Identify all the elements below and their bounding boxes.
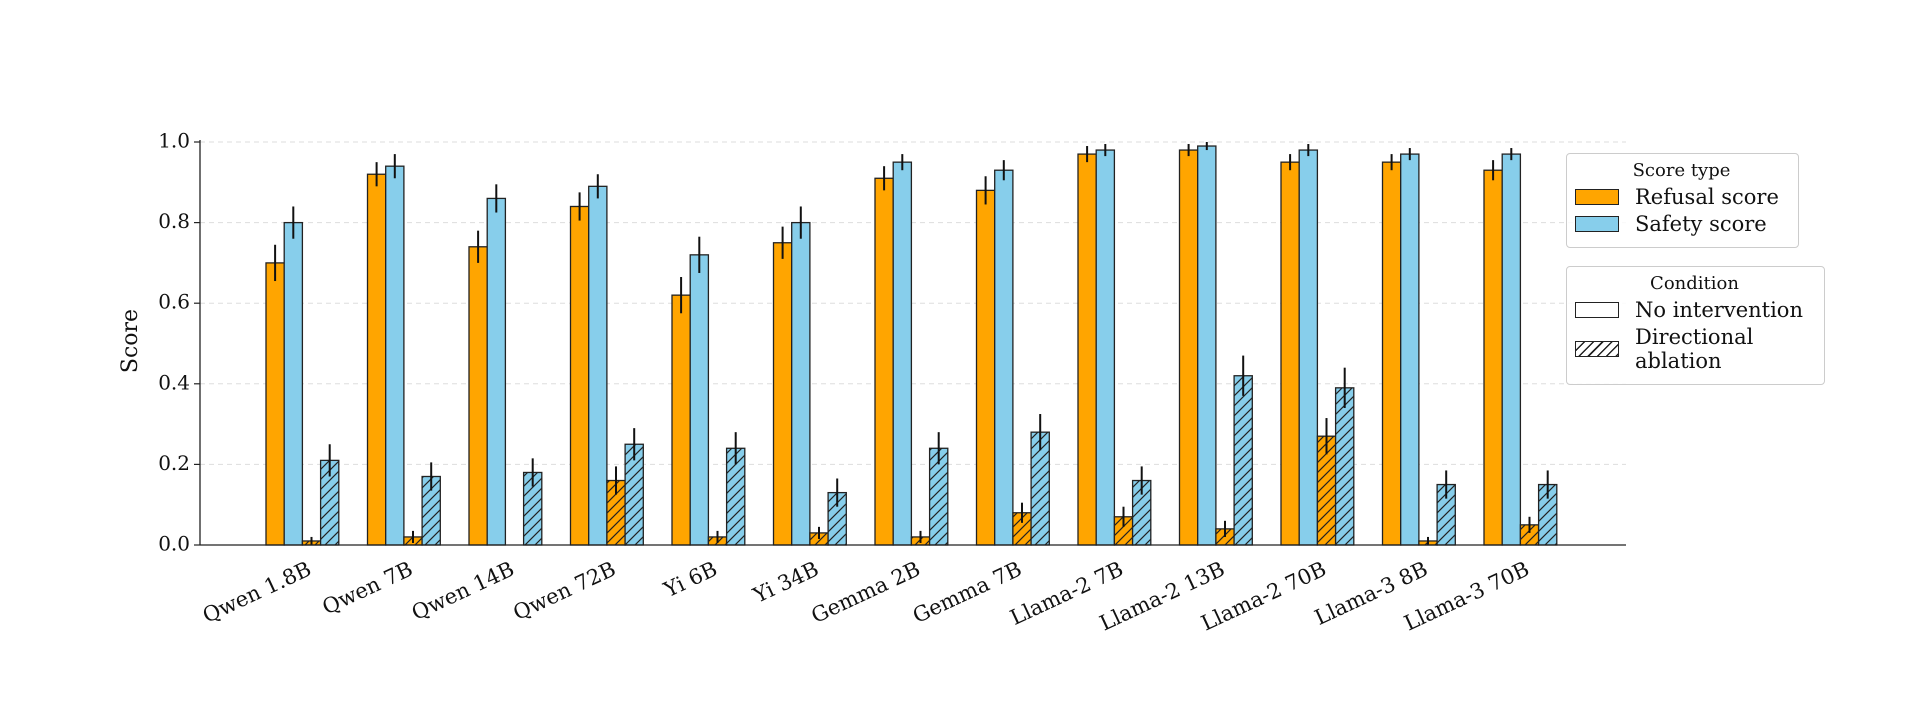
bar-hatch [1520,524,1539,545]
bar [1298,149,1319,546]
bar-hatch [929,448,948,545]
bar-hatch [625,444,644,545]
bar-hatch [1114,516,1133,545]
bar-hatch [1335,387,1354,545]
x-tick-label: Qwen 1.8B [199,557,315,628]
y-tick-label: 1.0 [158,129,190,153]
bar-hatch [1538,484,1557,545]
bar [1197,145,1217,546]
bar [588,185,608,546]
bar [772,242,793,546]
bar [671,294,691,546]
bar [283,221,304,546]
x-tick-label: Qwen 7B [319,557,417,620]
legend-label: Safety score [1635,212,1767,236]
legend-item: No intervention [1575,298,1814,322]
bar [689,254,710,546]
x-tick-label: Yi 34B [749,557,823,608]
bar [1178,149,1199,546]
bar [975,189,996,546]
y-tick-label: 0.0 [158,532,190,556]
y-tick-label: 0.2 [158,451,190,475]
bar-hatch [828,492,847,545]
legend-swatch [1575,189,1619,205]
bar-hatch [1234,375,1253,545]
x-tick-label: Gemma 7B [909,557,1025,628]
legend-label: Refusal score [1635,185,1779,209]
legend-score: Score type Refusal score Safety score [1566,153,1799,248]
bar [1381,161,1402,546]
y-tick-label: 0.4 [158,370,190,394]
bar [1280,161,1300,546]
bar-hatch [1132,480,1151,545]
bar [1501,153,1522,546]
bar [1095,149,1116,546]
y-axis-label: Score [118,309,143,373]
bar [874,177,894,546]
x-tick-label: Qwen 14B [408,557,518,625]
x-tick-label: Yi 6B [659,557,721,603]
bar-hatch [726,448,745,545]
bar [994,169,1014,546]
x-tick-label: Qwen 72B [510,557,620,625]
bar-hatch [1437,484,1456,545]
legend-item: Refusal score [1575,185,1788,209]
bar [1483,169,1503,546]
y-tick-label: 0.6 [158,290,190,314]
legend-swatch [1575,341,1619,357]
bar [1400,153,1420,546]
bar-hatch [422,476,441,545]
legend-item: Safety score [1575,212,1788,236]
bar-hatch [320,460,339,545]
legend-label: Directional ablation [1635,325,1754,373]
legend-item: Directional ablation [1575,325,1814,373]
bar-hatch [1031,432,1050,545]
bar [791,221,811,546]
legend-swatch [1575,302,1619,318]
bar-hatch [1317,436,1336,545]
x-tick-label: Gemma 2B [808,557,924,628]
bar [468,246,488,546]
bar-hatch [606,480,626,545]
bar [265,262,285,546]
legend-title: Condition [1650,273,1739,294]
legend-swatch [1575,216,1619,232]
bar [569,205,590,546]
legend-label: No intervention [1635,298,1803,322]
y-tick-label: 0.8 [158,209,190,233]
bar [486,197,507,546]
bar [1077,153,1097,546]
bar [892,161,913,546]
bar-hatch [1012,512,1032,545]
legend-condition: Condition No intervention Directional ab… [1566,266,1825,385]
bar [385,165,405,546]
legend-title: Score type [1632,160,1731,181]
bar [366,173,387,546]
bar-hatch [523,472,542,545]
